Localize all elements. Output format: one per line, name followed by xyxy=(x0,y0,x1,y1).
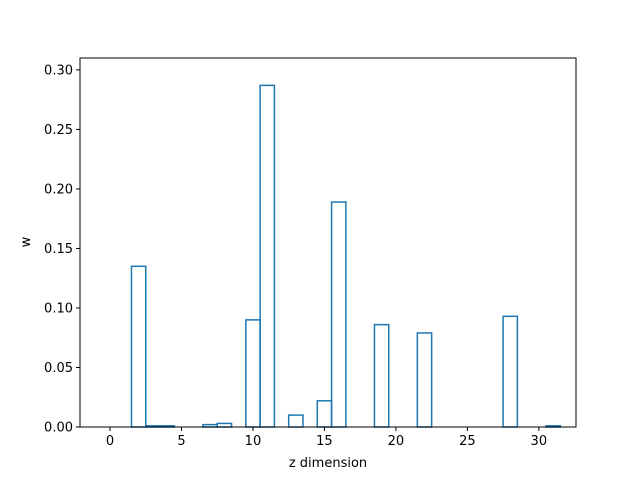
y-tick-label: 0.00 xyxy=(44,421,73,436)
y-tick-label: 0.15 xyxy=(44,242,73,257)
y-tick-label: 0.20 xyxy=(44,182,73,197)
y-axis-label: w xyxy=(19,236,34,247)
y-tick-label: 0.25 xyxy=(44,123,73,138)
x-tick-label: 5 xyxy=(177,434,185,449)
x-tick-label: 10 xyxy=(245,434,262,449)
y-tick-label: 0.30 xyxy=(44,63,73,78)
x-tick-label: 0 xyxy=(106,434,114,449)
x-axis-label: z dimension xyxy=(289,456,367,471)
x-tick-label: 30 xyxy=(531,434,548,449)
axes-frame xyxy=(79,57,577,428)
x-tick-label: 20 xyxy=(388,434,405,449)
x-tick-label: 25 xyxy=(459,434,476,449)
y-tick-label: 0.05 xyxy=(44,361,73,376)
y-axis: 0.00 0.05 0.10 0.15 0.20 0.25 0.30 xyxy=(44,63,80,436)
x-tick-label: 15 xyxy=(316,434,333,449)
y-tick-label: 0.10 xyxy=(44,301,73,316)
x-axis: 0 5 10 15 20 25 30 xyxy=(106,427,547,449)
